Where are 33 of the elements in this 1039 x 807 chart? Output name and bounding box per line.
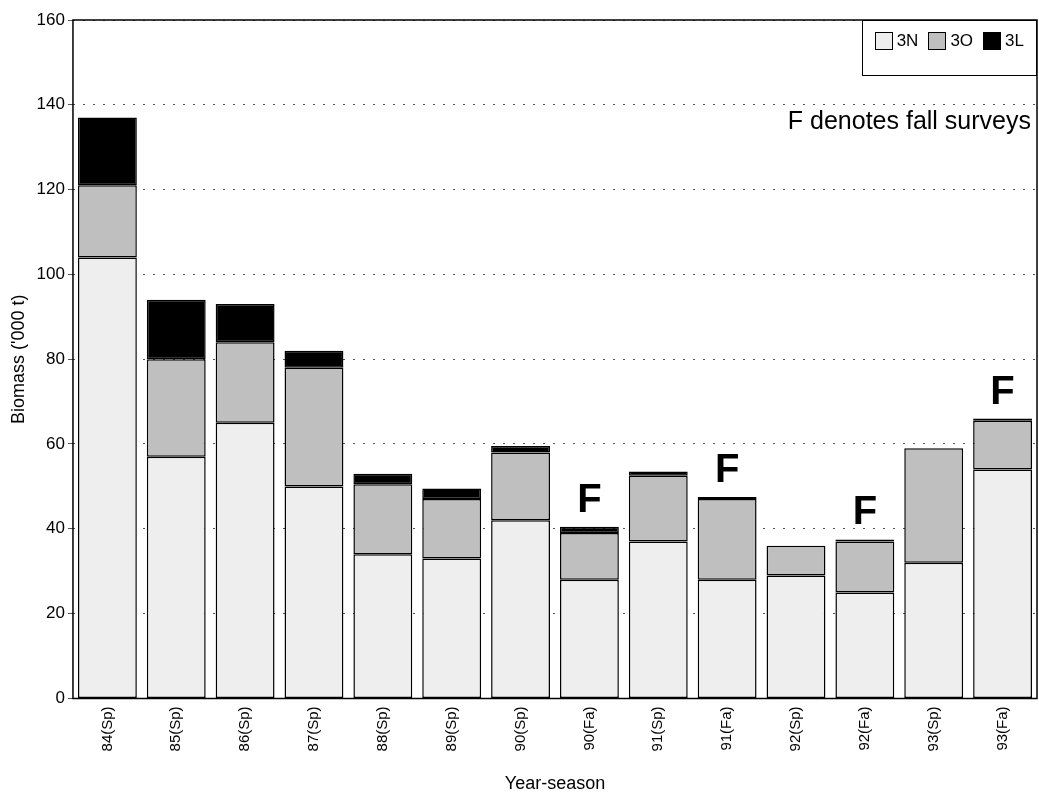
x-tick-label: 92(Fa) xyxy=(854,706,872,751)
x-tick-label: 85(Sp) xyxy=(166,706,184,752)
annotation: F denotes fall surveys xyxy=(787,106,1031,135)
x-axis-title: Year-season xyxy=(504,773,606,794)
x-tick-label: 87(Sp) xyxy=(304,706,322,752)
y-axis-title: Biomass ('000 t) xyxy=(7,294,28,424)
y-tick-label: 160 xyxy=(36,9,65,29)
x-tick-label: 84(Sp) xyxy=(97,706,115,752)
y-tick-label: 0 xyxy=(55,688,65,708)
y-tick-label: 100 xyxy=(36,264,65,284)
y-tick-label: 60 xyxy=(46,433,65,453)
x-tick-label: 86(Sp) xyxy=(235,706,253,752)
annotation: F xyxy=(990,367,1015,412)
x-tick-label: 88(Sp) xyxy=(372,706,390,752)
legend-label: 3N xyxy=(896,31,919,51)
y-tick-label: 20 xyxy=(46,603,65,623)
y-tick-label: 80 xyxy=(46,348,65,368)
y-tick-label: 40 xyxy=(46,518,65,538)
x-tick-label: 93(Fa) xyxy=(992,706,1010,751)
y-tick-label: 120 xyxy=(36,179,65,199)
x-tick-label: 89(Sp) xyxy=(441,706,459,752)
annotation: F xyxy=(577,475,602,520)
annotation: F xyxy=(714,446,740,491)
annotation: F xyxy=(852,488,878,533)
x-tick-label: 93(Sp) xyxy=(923,706,941,752)
legend-label: 3L xyxy=(1005,31,1024,51)
x-tick-label: 90(Sp) xyxy=(510,706,528,752)
x-tick-label: 91(Fa) xyxy=(717,706,735,751)
x-tick-label: 91(Sp) xyxy=(648,706,666,752)
x-tick-label: 92(Sp) xyxy=(786,706,804,752)
x-tick-label: 90(Fa) xyxy=(579,706,597,751)
y-tick-label: 140 xyxy=(36,94,65,114)
legend-label: 3O xyxy=(950,31,974,51)
